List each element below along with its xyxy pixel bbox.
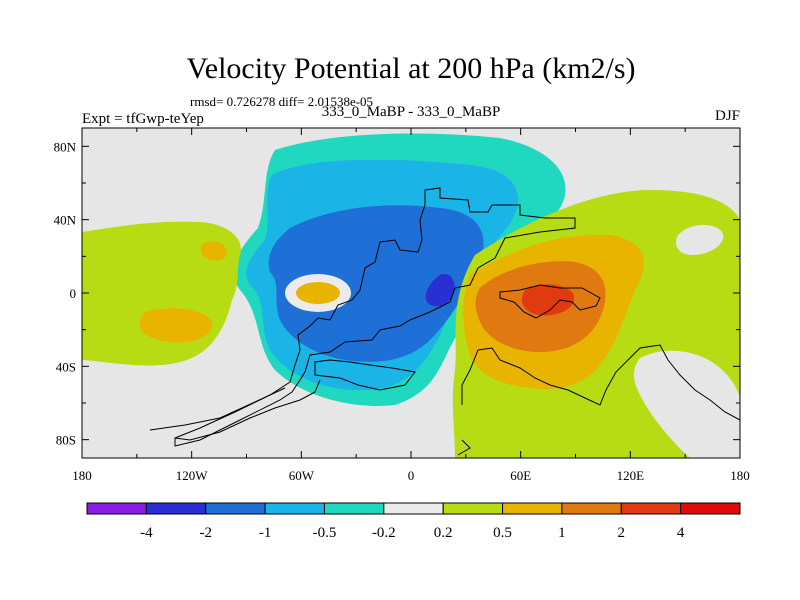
y-tick-label: 40S bbox=[56, 359, 76, 374]
colorbar-swatch bbox=[561, 502, 622, 515]
contour-hole-0.5 bbox=[296, 282, 340, 304]
season-label: DJF bbox=[714, 108, 740, 124]
contour-fields bbox=[82, 133, 740, 458]
colorbar-label: -0.2 bbox=[372, 525, 396, 541]
colorbar-swatch bbox=[680, 502, 741, 515]
colorbar-swatch bbox=[442, 502, 504, 515]
x-tick-label: 180 bbox=[730, 468, 750, 483]
colorbar-swatch bbox=[86, 502, 147, 515]
colorbar-swatch bbox=[264, 502, 325, 515]
case-label: 333_0_MaBP - 333_0_MaBP bbox=[321, 104, 501, 120]
colorbar-swatch bbox=[620, 502, 682, 515]
contour-hole-east-2 bbox=[634, 350, 740, 458]
colorbar-swatch bbox=[205, 502, 266, 515]
stats-text: rmsd= 0.726278 diff= 2.01538e-05 bbox=[190, 94, 374, 109]
colorbar-label: 0.2 bbox=[434, 525, 453, 541]
contour-hole-east bbox=[675, 224, 724, 255]
colorbar-label: 2 bbox=[618, 525, 626, 541]
colorbar-label: -2 bbox=[199, 525, 212, 541]
y-tick-label: 40N bbox=[54, 213, 77, 228]
contour-west-0.5a bbox=[200, 240, 227, 261]
coastline-outlines bbox=[149, 187, 740, 456]
x-tick-label: 120E bbox=[617, 468, 645, 483]
colorbar-swatch bbox=[383, 502, 444, 515]
x-tick-label: 60E bbox=[510, 468, 531, 483]
colorbar-label: 1 bbox=[558, 525, 566, 541]
contour-west-0.5b bbox=[139, 308, 213, 343]
colorbar-label: -0.5 bbox=[313, 525, 337, 541]
y-tick-label: 0 bbox=[70, 286, 77, 301]
colorbar-swatch bbox=[502, 502, 563, 515]
x-tick-label: 180 bbox=[72, 468, 92, 483]
contour-neg-2 bbox=[425, 273, 455, 307]
y-tick-label: 80S bbox=[56, 433, 76, 448]
chart-title: Velocity Potential at 200 hPa (km2/s) bbox=[186, 52, 636, 85]
colorbar-label: -4 bbox=[140, 525, 153, 541]
colorbar-swatch bbox=[145, 502, 207, 515]
x-tick-label: 60W bbox=[289, 468, 315, 483]
y-tick-label: 80N bbox=[54, 139, 77, 154]
colorbar-swatch bbox=[323, 502, 385, 515]
colorbar-label: 4 bbox=[677, 525, 685, 541]
axes: 180 120W 60W 0 60E 120E 180 80N 40N 0 40S 80S bbox=[54, 127, 750, 483]
contour-neg-1 bbox=[268, 205, 484, 362]
colorbar-label: -1 bbox=[259, 525, 272, 541]
contour-pos-2 bbox=[522, 284, 574, 316]
x-tick-label: 0 bbox=[408, 468, 415, 483]
colorbar-label: 0.5 bbox=[493, 525, 512, 541]
x-tick-label: 120W bbox=[176, 468, 209, 483]
colorbar: -4 -2 -1 -0.5 -0.2 0.2 0.5 1 2 4 bbox=[86, 502, 741, 541]
experiment-label: Expt = tfGwp-teYep bbox=[82, 111, 204, 127]
